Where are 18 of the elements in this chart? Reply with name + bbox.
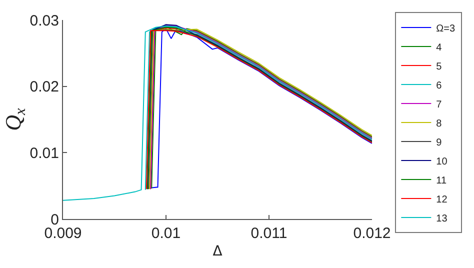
legend-label: 5 <box>436 61 442 72</box>
legend-label: 13 <box>436 213 448 224</box>
y-tick-label: 0.03 <box>30 12 59 30</box>
legend-label: 9 <box>436 137 442 148</box>
y-tick-label: 0.01 <box>30 144 59 162</box>
x-tick-label: 0.011 <box>250 225 288 242</box>
y-tick-label: 0.02 <box>30 78 59 96</box>
legend-label: 10 <box>436 156 448 168</box>
legend-label: Ω=3 <box>436 23 456 34</box>
legend-label: 6 <box>436 80 442 92</box>
legend-label: 8 <box>436 118 442 130</box>
legend-label: 11 <box>436 175 447 186</box>
x-axis-title: Δ <box>212 243 223 260</box>
x-tick-label: 0.012 <box>353 225 391 242</box>
legend-label: 4 <box>436 42 442 54</box>
legend-label: 7 <box>436 99 442 110</box>
x-tick-label: 0.01 <box>151 225 181 242</box>
legend-label: 12 <box>436 194 448 206</box>
